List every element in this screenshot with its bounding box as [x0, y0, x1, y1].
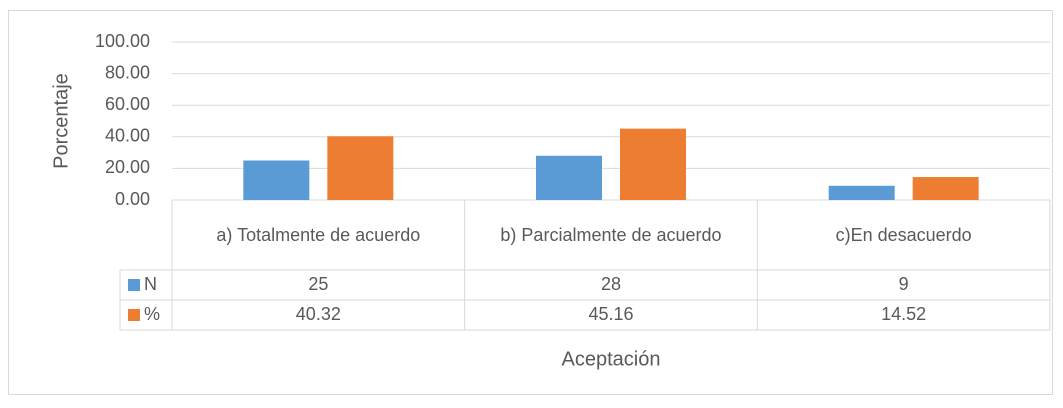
category-cell: b) Parcialmente de acuerdo	[500, 225, 722, 245]
y-tick-label: 20.00	[105, 157, 150, 177]
table-value: 40.32	[296, 304, 341, 324]
table-value: 14.52	[881, 304, 926, 324]
legend-key	[128, 309, 140, 321]
x-tick-label: b) Parcialmente de acuerdo	[500, 225, 722, 245]
x-tick-label: a) Totalmente de acuerdo	[216, 225, 421, 245]
table-value: 9	[899, 274, 909, 294]
table-value: 28	[601, 274, 621, 294]
y-tick-label: 80.00	[105, 62, 150, 82]
y-tick-label: 0.00	[115, 189, 150, 209]
bar	[536, 155, 602, 200]
bar	[828, 185, 895, 200]
y-tick-label: 40.00	[105, 126, 150, 146]
y-axis-title: Porcentaje	[50, 73, 72, 169]
category-cell: a) Totalmente de acuerdo	[216, 225, 421, 245]
x-axis-title: Aceptación	[562, 348, 661, 370]
bar	[327, 136, 394, 200]
bar	[243, 160, 310, 200]
legend-key	[128, 279, 140, 291]
y-tick-label: 60.00	[105, 94, 150, 114]
y-tick-label: 100.00	[95, 31, 150, 51]
category-cell: c)En desacuerdo	[835, 225, 972, 245]
legend-label: N	[144, 274, 157, 294]
table-value: 25	[308, 274, 328, 294]
legend-label: %	[144, 304, 160, 324]
bar	[620, 128, 686, 200]
x-tick-label: c)En desacuerdo	[835, 225, 972, 245]
table-value: 45.16	[588, 304, 633, 324]
bar	[912, 177, 979, 200]
